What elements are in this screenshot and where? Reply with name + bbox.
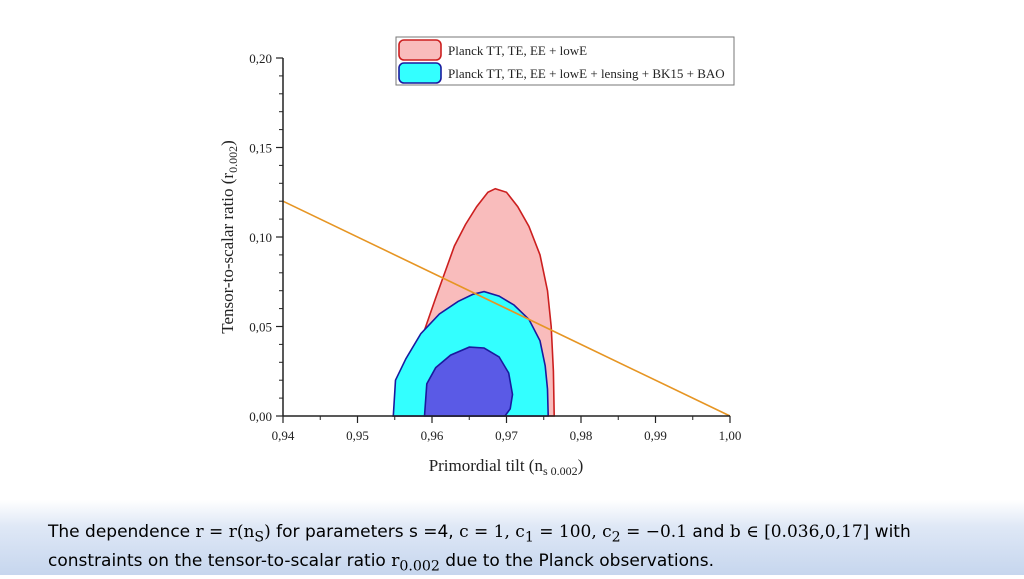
region-planck-lensing-68 (423, 346, 514, 417)
slide-caption: The dependence r = r(nS) for parameters … (48, 520, 1008, 579)
x-tick-label: 0,95 (346, 428, 369, 443)
y-tick-label: 0,15 (249, 141, 272, 156)
x-tick-label: 0,96 (421, 428, 444, 443)
axes: 0,94 0,95 0,96 0,97 0,98 0,99 1,00 0,00 0,05 0,10… (249, 51, 741, 443)
legend-label-planck: Planck TT, TE, EE + lowE (448, 43, 587, 58)
r-ns-dependence-line (282, 200, 731, 417)
y-tick-label: 0,05 (249, 320, 272, 335)
y-tick-label: 0,20 (249, 51, 272, 66)
caption-band (0, 500, 1024, 575)
x-tick-label: 0,94 (272, 428, 295, 443)
model-lines (282, 200, 731, 417)
legend-box (395, 36, 735, 86)
y-axis-label: Tensor-to-scalar ratio (r0.002) (218, 140, 240, 334)
legend-label-planck-lensing: Planck TT, TE, EE + lowE + lensing + BK1… (448, 66, 725, 81)
x-tick-label: 0,97 (495, 428, 518, 443)
legend: Planck TT, TE, EE + lowE Planck TT, TE, … (395, 36, 735, 86)
y-tick-label: 0,00 (249, 409, 272, 424)
legend-swatch-planck-lensing (398, 62, 442, 84)
contour-plot: 0,94 0,95 0,96 0,97 0,98 0,99 1,00 0,00 0,05 0,10… (218, 36, 741, 478)
x-tick-label: 1,00 (719, 428, 742, 443)
legend-swatch-planck (398, 39, 442, 61)
x-tick-label: 0,98 (570, 428, 593, 443)
confidence-regions (392, 187, 556, 417)
x-tick-label: 0,99 (644, 428, 667, 443)
y-tick-label: 0,10 (249, 230, 272, 245)
caption-line-2: constraints on the tensor-to-scalar rati… (48, 551, 715, 575)
caption-line-1: The dependence r = r(nS) for parameters … (48, 522, 911, 546)
x-axis-label: Primordial tilt (ns 0.002) (429, 456, 584, 478)
